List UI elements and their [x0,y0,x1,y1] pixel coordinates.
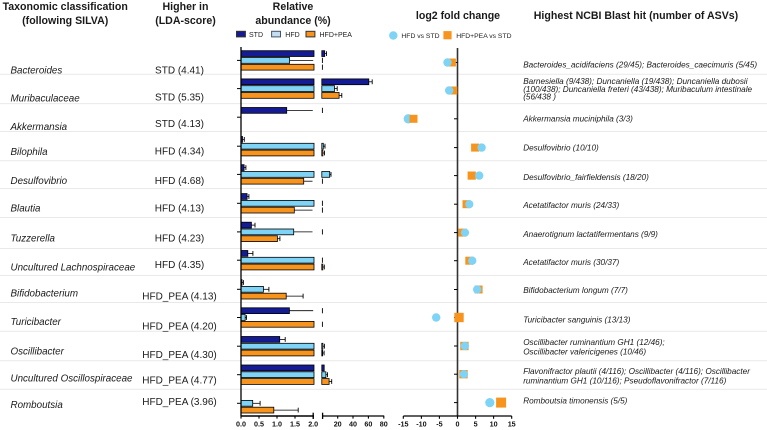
svg-text:Desulfovibrio: Desulfovibrio [11,176,68,187]
svg-text:STD (5.35): STD (5.35) [155,93,204,104]
svg-text:1.0: 1.0 [272,420,282,429]
svg-text:HFD (4.13): HFD (4.13) [155,204,204,215]
svg-text:HFD (4.35): HFD (4.35) [155,260,204,271]
svg-text:0.5: 0.5 [254,420,264,429]
svg-text:1.5: 1.5 [290,420,300,429]
svg-text:abundance (%): abundance (%) [255,15,330,27]
svg-text:Romboutsia timonensis (5/5): Romboutsia timonensis (5/5) [523,396,627,405]
svg-text:Flavonifractor plautii (4/116): Flavonifractor plautii (4/116); Oscillib… [523,367,750,376]
svg-text:Desulfovibrio_fairfieldensis (: Desulfovibrio_fairfieldensis (18/20) [523,173,649,182]
svg-text:-10: -10 [416,420,426,429]
svg-text:HFD vs STD: HFD vs STD [401,33,439,40]
svg-text:Bifidobacterium longum (7/7): Bifidobacterium longum (7/7) [523,286,628,295]
svg-text:2.0: 2.0 [308,420,318,429]
svg-text:HFD (4.68): HFD (4.68) [155,176,204,187]
svg-text:Akkermansia muciniphila (3/3): Akkermansia muciniphila (3/3) [522,115,633,124]
svg-text:(following SILVA): (following SILVA) [22,15,108,27]
svg-text:Higher in: Higher in [163,1,209,13]
svg-text:Turicibacter: Turicibacter [11,317,62,328]
svg-text:STD: STD [249,32,263,39]
svg-text:-15: -15 [398,420,408,429]
svg-text:(LDA-score): (LDA-score) [155,15,216,27]
svg-text:HFD_PEA (3.96): HFD_PEA (3.96) [142,397,216,408]
svg-text:HFD (4.34): HFD (4.34) [155,146,204,157]
svg-text:Taxonomic classification: Taxonomic classification [3,1,128,13]
svg-text:Barnesiella (9/438); Duncaniel: Barnesiella (9/438); Duncaniella (19/438… [523,77,748,86]
svg-text:20: 20 [334,420,342,429]
svg-text:log2 fold change: log2 fold change [416,10,500,22]
svg-text:Bacteroides: Bacteroides [11,65,63,76]
svg-text:(100/438); Duncaniella freteri: (100/438); Duncaniella freteri (43/438);… [523,85,752,94]
svg-text:HFD: HFD [285,32,299,39]
svg-text:0: 0 [456,420,460,429]
svg-text:Desulfovibrio (10/10): Desulfovibrio (10/10) [523,144,599,153]
svg-text:10: 10 [490,420,498,429]
svg-text:HFD_PEA (4.20): HFD_PEA (4.20) [142,322,216,333]
svg-text:Uncultured Oscillospiraceae: Uncultured Oscillospiraceae [11,373,134,384]
svg-text:Bifidobacterium: Bifidobacterium [11,289,79,300]
svg-text:HFD+PEA vs STD: HFD+PEA vs STD [456,33,511,40]
svg-text:60: 60 [364,420,372,429]
svg-text:HFD+PEA: HFD+PEA [320,32,353,39]
svg-text:Anaerotignum lactatifermentans: Anaerotignum lactatifermentans (9/9) [522,230,658,239]
svg-text:Oscillibacter ruminantium GH1: Oscillibacter ruminantium GH1 (12/46); [523,338,665,347]
svg-text:STD (4.13): STD (4.13) [155,119,204,130]
svg-text:HFD_PEA (4.77): HFD_PEA (4.77) [142,376,216,387]
svg-text:(56/438 ): (56/438 ) [523,93,556,102]
svg-text:HFD_PEA (4.13): HFD_PEA (4.13) [142,292,216,303]
svg-text:ruminantium GH1 (10/116); Pseu: ruminantium GH1 (10/116); Pseudoflavonif… [523,376,726,385]
svg-text:Highest NCBI Blast hit (number: Highest NCBI Blast hit (number of ASVs) [534,10,738,22]
svg-text:Tuzzerella: Tuzzerella [11,234,56,245]
svg-text:HFD (4.23): HFD (4.23) [155,233,204,244]
svg-text:Oscillibacter: Oscillibacter [11,346,65,357]
svg-text:Bilophila: Bilophila [11,147,49,158]
svg-text:Turicibacter sanguinis (13/13): Turicibacter sanguinis (13/13) [523,315,631,324]
svg-text:Relative: Relative [273,1,314,13]
svg-text:Romboutsia: Romboutsia [11,400,64,411]
svg-text:80: 80 [380,420,388,429]
svg-text:Akkermansia: Akkermansia [10,122,68,133]
svg-text:Acetatifactor muris (30/37): Acetatifactor muris (30/37) [522,258,619,267]
svg-text:15: 15 [508,420,516,429]
svg-text:0.0: 0.0 [236,420,246,429]
svg-text:Bacteroides_acidifaciens (29/4: Bacteroides_acidifaciens (29/45); Bacter… [523,61,757,70]
svg-text:-5: -5 [436,420,442,429]
svg-text:Oscillibacter valericigenes (1: Oscillibacter valericigenes (10/46) [523,348,646,357]
svg-text:Blautia: Blautia [11,204,42,215]
svg-text:Acetatifactor muris (24/33): Acetatifactor muris (24/33) [522,201,619,210]
svg-text:HFD_PEA (4.30): HFD_PEA (4.30) [142,350,216,361]
svg-text:40: 40 [349,420,357,429]
svg-text:STD (4.41): STD (4.41) [155,65,204,76]
svg-text:Muribaculaceae: Muribaculaceae [11,94,81,105]
svg-text:5: 5 [474,420,478,429]
svg-text:Uncultured Lachnospiraceae: Uncultured Lachnospiraceae [11,262,136,273]
